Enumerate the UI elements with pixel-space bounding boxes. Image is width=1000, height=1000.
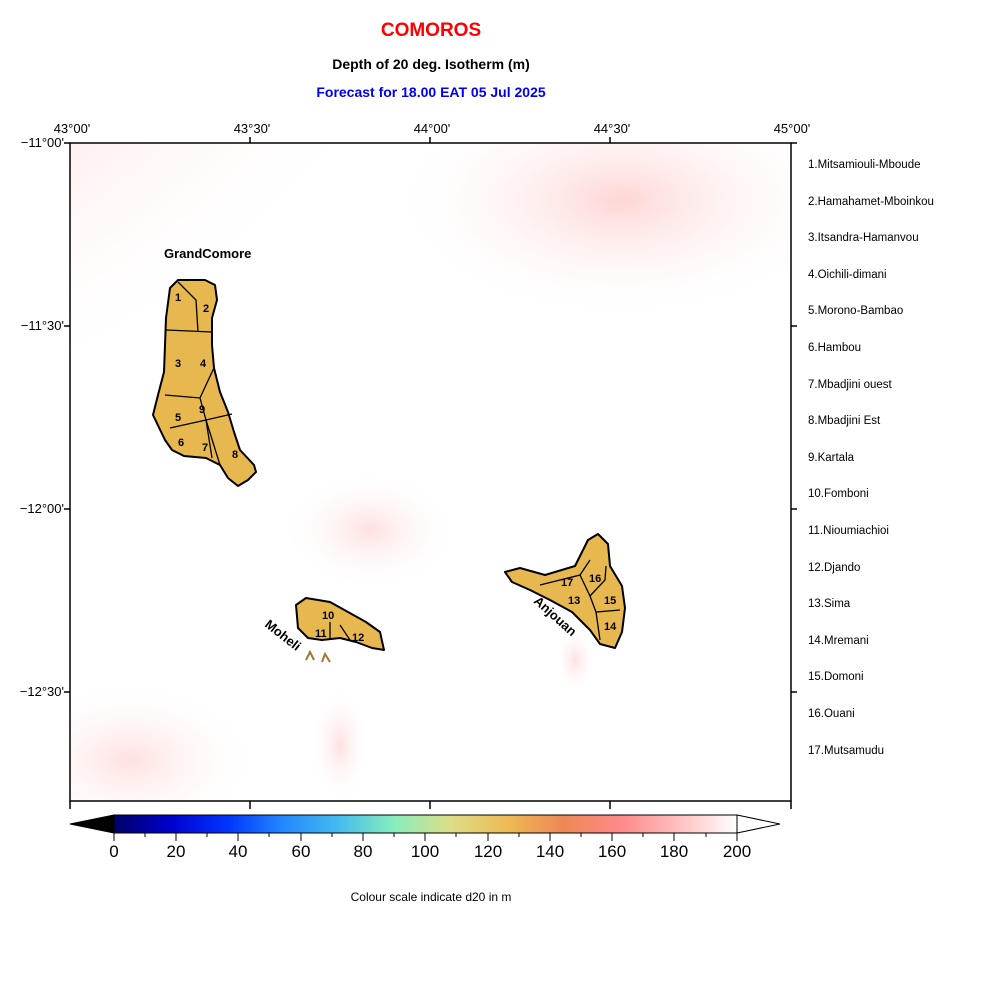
lat-label: −11°00': [20, 135, 64, 150]
region-number: 13: [568, 595, 580, 607]
region-number: 6: [178, 437, 184, 449]
region-legend: 1.Mitsamiouli-Mboude 2.Hamahamet-Mboinko…: [808, 159, 934, 781]
legend-item: 1.Mitsamiouli-Mboude: [808, 159, 921, 171]
colorbar: [69, 814, 781, 841]
region-number: 15: [604, 595, 616, 607]
colorbar-tick-label: 160: [597, 842, 627, 861]
colorbar-tick-label: 20: [166, 842, 186, 861]
legend-item: 6.Hambou: [808, 341, 862, 354]
region-number: 2: [203, 303, 209, 315]
legend-item: 4.Oichili-dimani: [808, 268, 887, 281]
forecast-time: Forecast for 18.00 EAT 05 Jul 2025: [316, 84, 546, 100]
anjouan-island: [504, 533, 626, 649]
moheli-island: [295, 597, 385, 663]
region-number: 11: [315, 628, 327, 640]
lat-label: −12°30': [19, 684, 64, 699]
legend-item: 16.Ouani: [808, 707, 855, 720]
region-number: 3: [175, 358, 181, 370]
map-title: COMOROS: [380, 20, 482, 41]
legend-item: 2.Hamahamet-Mboinkou: [808, 195, 934, 208]
lon-label: 45°00': [773, 121, 811, 136]
legend-item: 17.Mutsamudu: [808, 744, 885, 757]
region-number: 5: [175, 412, 181, 424]
colorbar-tick-label: 180: [659, 842, 689, 861]
legend-item: 5.Morono-Bambao: [808, 305, 904, 318]
lon-label: 43°00': [53, 121, 91, 136]
legend-item: 14.Mremani: [808, 634, 869, 647]
region-number: 9: [199, 404, 205, 416]
legend-item: 12.Djando: [808, 561, 861, 574]
colorbar-tick-label: 100: [410, 842, 440, 861]
region-number: 16: [589, 573, 601, 585]
lon-label: 43°30': [233, 121, 271, 136]
axis-ticks: [64, 137, 797, 809]
colorbar-tick-label: 120: [473, 842, 503, 861]
colorbar-tick-label: 40: [228, 842, 248, 861]
region-number: 1: [175, 292, 181, 304]
colorbar-tick-label: 80: [353, 842, 373, 861]
region-number: 12: [352, 632, 364, 644]
map-subtitle: Depth of 20 deg. Isotherm (m): [332, 56, 530, 72]
region-number: 17: [561, 577, 573, 589]
legend-item: 3.Itsandra-Hamanvou: [808, 232, 919, 245]
legend-item: 10.Fomboni: [808, 488, 869, 501]
grand-comore-island: [152, 279, 257, 487]
lat-label: −12°00': [19, 501, 64, 516]
legend-item: 7.Mbadjini ouest: [808, 378, 892, 391]
colorbar-tick-label: 140: [535, 842, 565, 861]
region-number: 4: [200, 358, 207, 370]
d20-field: [70, 143, 791, 801]
colorbar-tick-label: 0: [109, 842, 119, 861]
legend-item: 15.Domoni: [808, 671, 864, 684]
legend-item: 11.Nioumiachioi: [808, 524, 889, 537]
region-number: 8: [232, 449, 238, 461]
lat-label: −11°30': [20, 318, 64, 333]
region-number: 14: [604, 621, 617, 633]
legend-item: 8.Mbadjini Est: [808, 415, 881, 428]
colorbar-tick-label: 60: [291, 842, 311, 861]
lon-label: 44°00': [413, 121, 451, 136]
colorbar-tick-label: 200: [722, 842, 752, 861]
island-name-grand-comore: GrandComore: [164, 246, 251, 261]
colorbar-caption: Colour scale indicate d20 in m: [350, 890, 512, 904]
legend-item: 9.Kartala: [808, 451, 855, 464]
region-number: 10: [322, 610, 334, 622]
lon-label: 44°30': [593, 121, 631, 136]
legend-item: 13.Sima: [808, 598, 851, 611]
region-number: 7: [202, 442, 208, 454]
